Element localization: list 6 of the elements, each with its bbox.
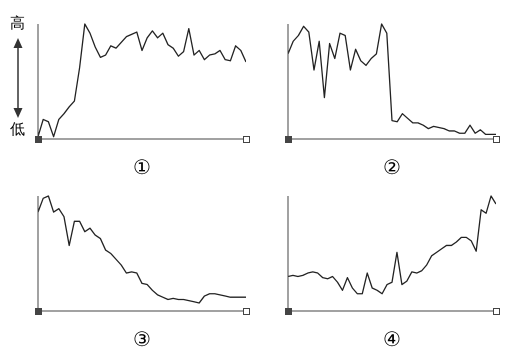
x-axis-title: ① [132, 155, 152, 179]
x-axis-title: ② [382, 155, 402, 179]
x-axis-title: ③ [132, 327, 152, 351]
text: 高 [10, 14, 25, 33]
text: 低 [10, 120, 25, 139]
x-axis-title: ④ [382, 327, 402, 351]
